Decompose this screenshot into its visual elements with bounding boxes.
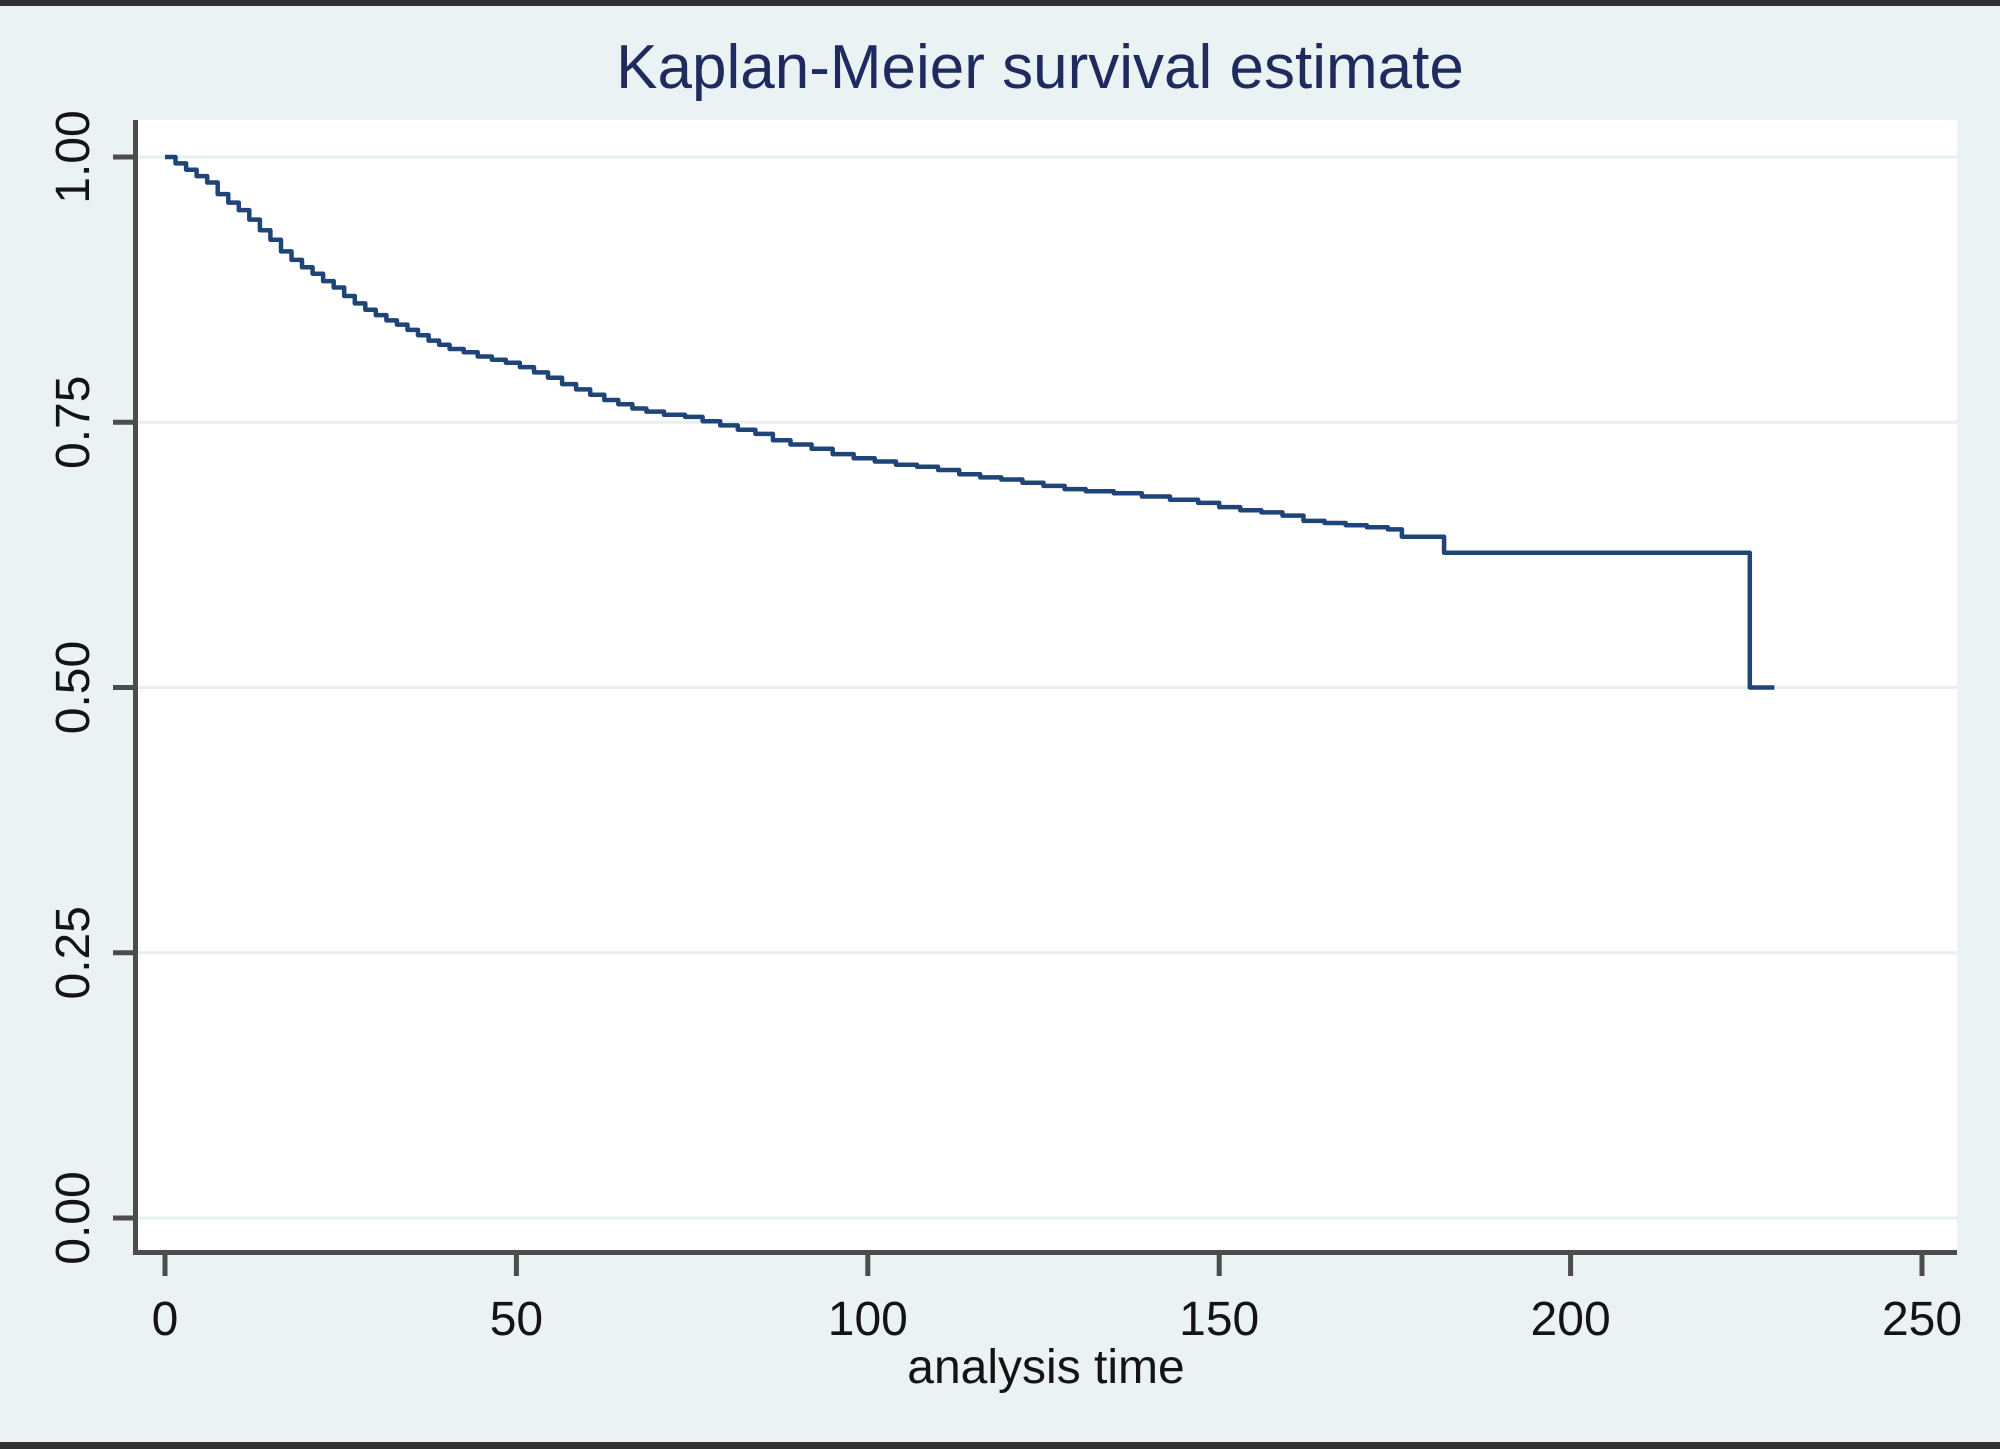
y-tick-label: 0.50 [47, 641, 100, 734]
km-survival-curve [165, 154, 1775, 690]
x-tick-label: 150 [1179, 1293, 1259, 1346]
x-axis-ticks [162, 1252, 1925, 1276]
x-tick-label: 0 [152, 1293, 179, 1346]
y-axis-ticks [113, 154, 136, 1221]
y-tick-label: 0.75 [47, 376, 100, 469]
y-axis-tick-labels: 0.00 0.25 0.50 0.75 1.00 [47, 110, 100, 1264]
x-tick-label: 250 [1882, 1293, 1962, 1346]
x-tick-label: 100 [828, 1293, 908, 1346]
chart-title: Kaplan-Meier survival estimate [616, 33, 1464, 102]
x-tick-label: 200 [1531, 1293, 1611, 1346]
top-border [0, 0, 2000, 6]
gridlines [136, 155, 1957, 1220]
y-tick-label: 0.00 [47, 1171, 100, 1264]
y-tick-label: 0.25 [47, 906, 100, 999]
y-tick-label: 1.00 [47, 110, 100, 203]
x-axis-tick-labels: 0 50 100 150 200 250 [152, 1293, 1962, 1346]
x-tick-label: 50 [490, 1293, 543, 1346]
bottom-border [0, 1442, 2000, 1449]
x-axis-label: analysis time [907, 1341, 1184, 1394]
